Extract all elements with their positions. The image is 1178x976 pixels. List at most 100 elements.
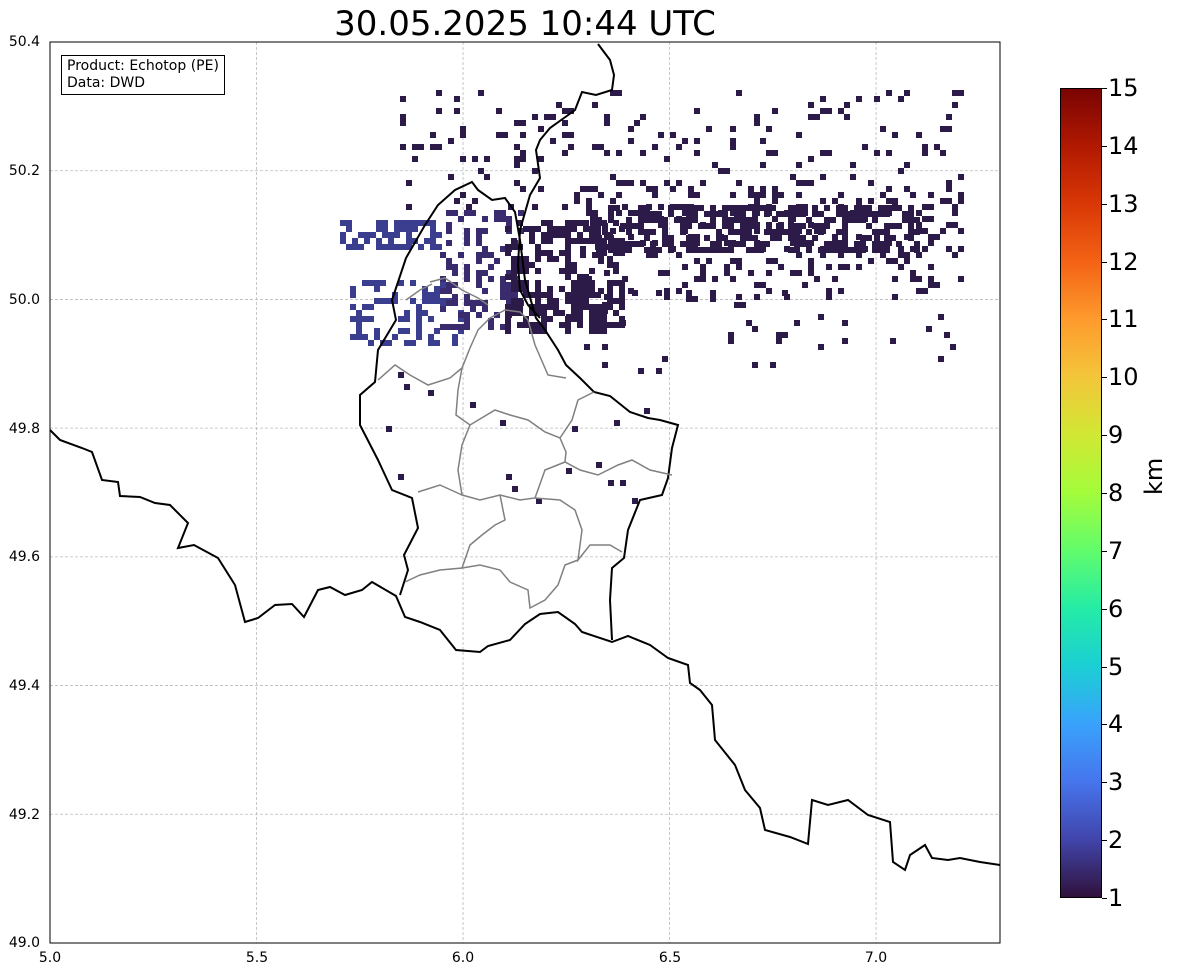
echotop-cell — [836, 211, 842, 217]
echotop-cell — [494, 210, 500, 216]
echotop-cell — [946, 126, 952, 132]
echotop-cell — [776, 332, 782, 338]
echotop-cell — [898, 264, 904, 270]
echotop-cell — [565, 322, 571, 328]
echotop-cell — [856, 96, 862, 102]
echotop-cell — [878, 211, 884, 217]
echotop-cell — [589, 322, 595, 328]
echotop-cell — [416, 328, 422, 334]
echotop-cell — [710, 211, 716, 217]
echotop-cell — [613, 298, 619, 304]
echotop-cell — [476, 276, 482, 282]
echotop-cell — [356, 316, 362, 322]
echotop-cell — [760, 282, 766, 288]
echotop-cell — [410, 298, 416, 304]
echotop-cell — [700, 264, 706, 270]
echotop-cell — [928, 276, 934, 282]
echotop-cell — [392, 292, 398, 298]
echotop-cell — [772, 192, 778, 198]
echotop-cell — [556, 102, 562, 108]
echotop-cell — [754, 114, 760, 120]
echotop-cell — [886, 150, 892, 156]
echotop-cell — [862, 144, 868, 150]
map-title: 30.05.2025 10:44 UTC — [334, 4, 716, 44]
colorbar-tick — [1102, 493, 1107, 494]
echotop-cell — [523, 322, 529, 328]
echotop-cell — [571, 268, 577, 274]
echotop-cell — [536, 498, 542, 504]
echotop-cell — [506, 288, 512, 294]
echotop-cell — [638, 205, 644, 211]
national-border — [49, 429, 1001, 872]
echotop-cell — [638, 211, 644, 217]
echotop-cell — [418, 244, 424, 250]
echotop-cell — [620, 320, 626, 326]
echotop-cell — [565, 292, 571, 298]
echotop-cell — [952, 90, 958, 96]
echotop-cell — [820, 96, 826, 102]
echotop-cell — [754, 282, 760, 288]
echotop-cell — [688, 186, 694, 192]
echotop-cell — [820, 228, 826, 234]
echotop-cell — [904, 186, 910, 192]
echotop-cell — [782, 332, 788, 338]
echotop-cell — [752, 326, 758, 332]
echotop-cell — [838, 252, 844, 258]
echotop-cell — [902, 217, 908, 223]
echotop-cell — [470, 402, 476, 408]
echotop-cell — [398, 280, 404, 286]
colorbar-tick — [1102, 145, 1107, 147]
echotop-cell — [710, 290, 716, 296]
echotop-cell — [602, 302, 608, 308]
echotop-cell — [596, 247, 602, 253]
echotop-cell — [854, 241, 860, 247]
echotop-cell — [740, 229, 746, 235]
echotop-cell — [506, 222, 512, 228]
echotop-cell — [416, 304, 422, 310]
echotop-cell — [602, 223, 608, 229]
echotop-cell — [724, 240, 730, 246]
echotop-cell — [832, 240, 838, 246]
echotop-cell — [358, 244, 364, 250]
echotop-cell — [434, 340, 440, 346]
echotop-cell — [574, 198, 580, 204]
echotop-cell — [878, 205, 884, 211]
echotop-cell — [770, 362, 776, 368]
echotop-cell — [571, 262, 577, 268]
echotop-cell — [832, 198, 838, 204]
echotop-cell — [836, 247, 842, 253]
echotop-cell — [544, 114, 550, 120]
echotop-cell — [430, 232, 436, 238]
echotop-cell — [512, 294, 518, 300]
echotop-cell — [568, 132, 574, 138]
echotop-cell — [734, 205, 740, 211]
echotop-cell — [728, 338, 734, 344]
echotop-cell — [866, 223, 872, 229]
echotop-cell — [604, 120, 610, 126]
echotop-cell — [559, 310, 565, 316]
echotop-cell — [718, 210, 724, 216]
echotop-cell — [500, 246, 506, 252]
echotop-cell — [752, 235, 758, 241]
echotop-cell — [772, 150, 778, 156]
echotop-cell — [577, 322, 583, 328]
echotop-cell — [694, 234, 700, 240]
echotop-cell — [346, 220, 352, 226]
echotop-cell — [710, 217, 716, 223]
echotop-cell — [619, 292, 625, 298]
echotop-cell — [571, 226, 577, 232]
echotop-cell — [440, 324, 446, 330]
echotop-cell — [686, 223, 692, 229]
info-box: Product: Echotop (PE) Data: DWD — [61, 55, 225, 95]
echotop-cell — [728, 229, 734, 235]
echotop-cell — [922, 288, 928, 294]
x-tick-label: 6.5 — [658, 950, 682, 966]
echotop-cell — [394, 244, 400, 250]
colorbar-tick — [1102, 377, 1107, 379]
echotop-cell — [452, 300, 458, 306]
echotop-cell — [610, 198, 616, 204]
echotop-cell — [668, 211, 674, 217]
echotop-cell — [808, 102, 814, 108]
echotop-cell — [782, 290, 788, 296]
echotop-cell — [800, 223, 806, 229]
